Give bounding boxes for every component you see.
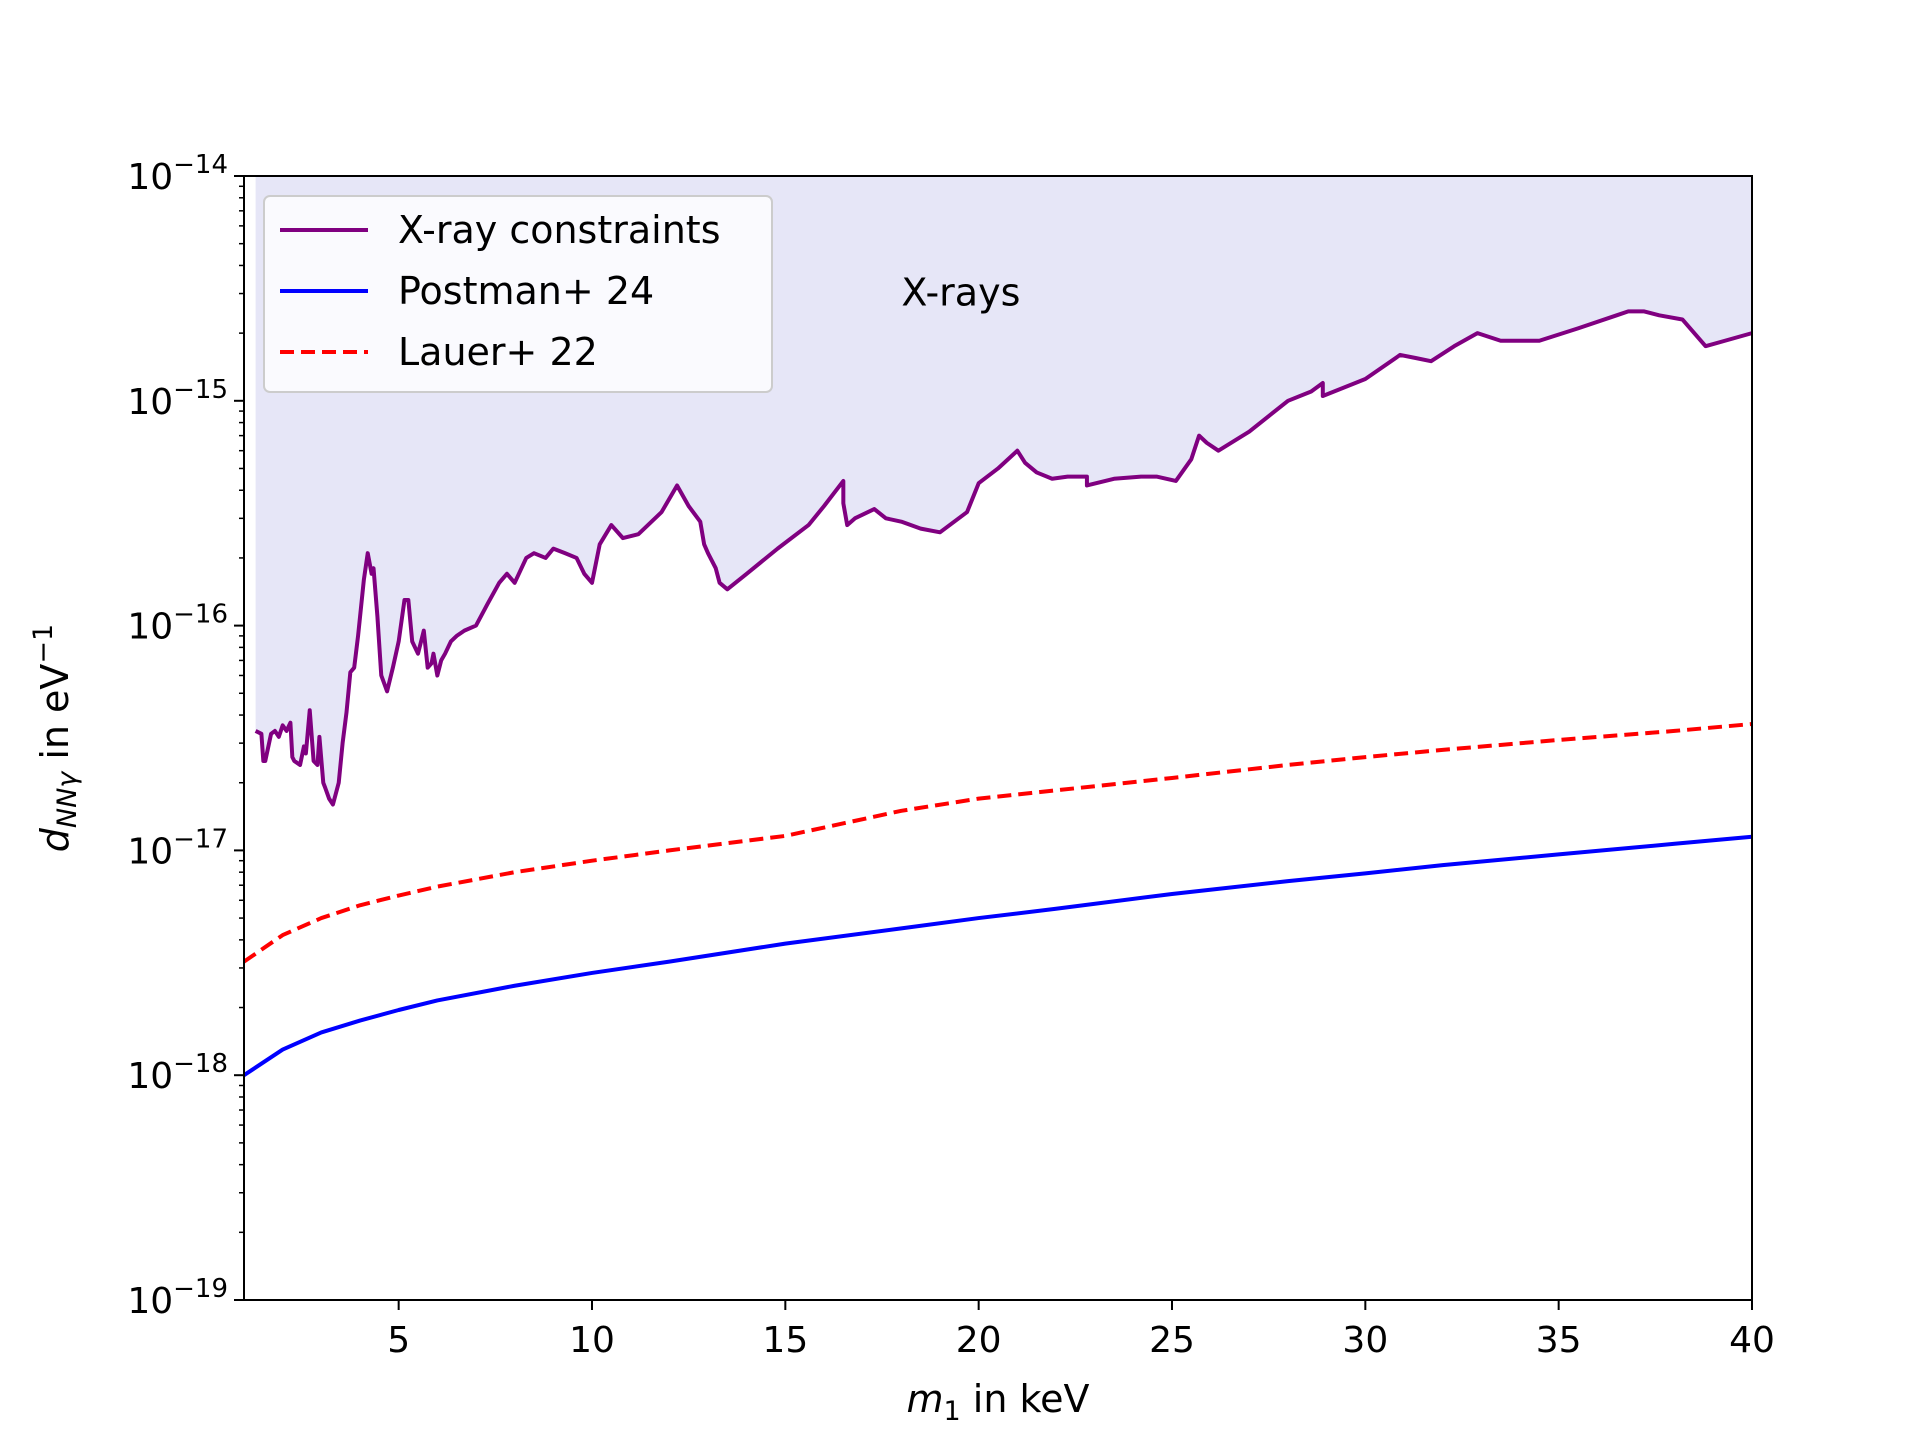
x-tick-label: 15 bbox=[762, 1320, 808, 1361]
x-tick-label: 35 bbox=[1536, 1320, 1582, 1361]
y-tick-label: 10−19 bbox=[127, 1274, 228, 1322]
plot-area-frame bbox=[243, 175, 1753, 1301]
x-tick-label: 10 bbox=[569, 1320, 615, 1361]
x-tick-label: 30 bbox=[1342, 1320, 1388, 1361]
x-tick-label: 25 bbox=[1149, 1320, 1195, 1361]
y-tick-label: 10−16 bbox=[127, 600, 228, 648]
region-label: X-rays bbox=[901, 271, 1020, 315]
x-tick-label: 40 bbox=[1729, 1320, 1775, 1361]
y-tick-label: 10−17 bbox=[127, 824, 228, 872]
y-tick-label: 10−14 bbox=[127, 150, 228, 198]
series-line-2 bbox=[242, 834, 1753, 1077]
x-tick-label: 5 bbox=[387, 1320, 410, 1361]
y-tick-label: 10−15 bbox=[127, 375, 228, 423]
legend-label: Postman+ 24 bbox=[398, 269, 654, 313]
legend-box bbox=[263, 195, 773, 393]
legend-label: Lauer+ 22 bbox=[398, 330, 598, 374]
series-line-3 bbox=[242, 722, 1753, 964]
x-tick-label: 20 bbox=[956, 1320, 1002, 1361]
legend-label: X-ray constraints bbox=[398, 208, 721, 252]
x-axis-label: m1 in keV bbox=[906, 1377, 1089, 1427]
y-axis-label: dNNγ in eV−1 bbox=[28, 624, 83, 853]
series-line-1 bbox=[254, 309, 1753, 807]
y-tick-label: 10−18 bbox=[127, 1049, 228, 1097]
